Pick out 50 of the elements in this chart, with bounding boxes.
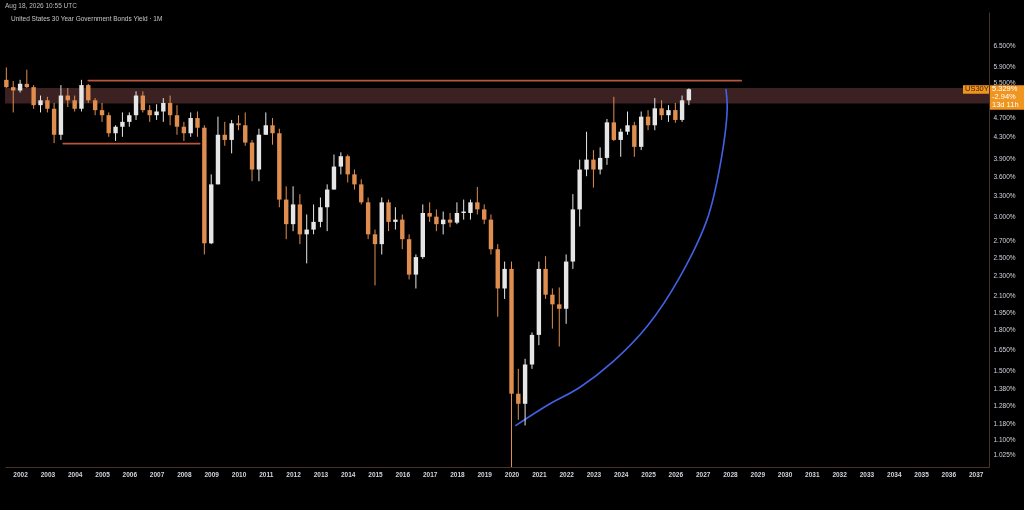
candlestick [584,131,589,177]
candlestick [482,203,487,225]
candlestick [591,149,596,189]
candlestick [79,79,84,113]
candlestick [120,111,125,138]
candlestick [311,203,316,235]
candlestick [413,253,419,289]
candlestick [659,99,664,121]
candlestick [393,206,398,231]
candlestick [174,104,180,136]
candlestick [475,186,480,215]
candlestick [290,185,296,232]
candlestick [263,111,268,136]
candlestick [99,102,105,123]
candlestick [502,261,507,300]
candlestick [338,151,344,175]
candlestick [625,111,630,136]
candlestick [652,97,657,131]
candlestick [611,96,617,142]
candlestick [161,97,166,123]
candlestick [468,199,473,221]
candlestick [673,102,678,124]
candlestick [352,169,357,191]
candlestick [331,154,337,191]
candlestick [229,119,234,154]
candlestick [86,83,91,104]
candlestick [557,286,562,348]
candlestick [679,95,685,123]
candlestick [270,117,275,146]
candlestick [31,84,36,110]
candlestick [318,197,323,228]
candlestick [447,212,453,228]
candlestick [516,368,521,421]
candlestick [454,201,460,225]
candlestick [345,154,350,183]
candlestick [550,287,555,330]
candlestick [597,146,603,175]
candlestick [632,121,637,158]
line-series [515,88,728,427]
candlestick [243,111,248,147]
candlestick [4,66,9,89]
candlestick [386,199,391,232]
candlestick [359,178,364,205]
candlestick [372,229,378,286]
candlestick [106,111,111,138]
candlestick [427,201,432,223]
candlestick [434,208,439,232]
candlestick [304,213,309,264]
candlestick [195,111,200,138]
candlestick [188,111,193,138]
